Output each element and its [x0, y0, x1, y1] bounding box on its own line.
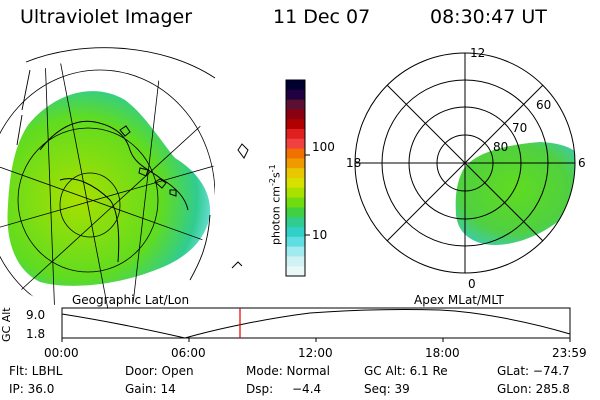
status-glat: GLat: −74.7 [497, 364, 570, 378]
geographic-image [0, 47, 249, 310]
colorbar-swatch [286, 109, 305, 120]
altitude-xtick-3: 18:00 [425, 346, 460, 360]
colorbar-swatch [286, 246, 305, 257]
instrument-title: Ultraviolet Imager [20, 6, 193, 28]
altitude-ylabel: GC Alt [0, 307, 13, 342]
status-seq: Seq: 39 [364, 382, 410, 396]
colorbar-swatch [286, 158, 305, 169]
colorbar-swatch [286, 197, 305, 208]
colorbar-swatch [286, 217, 305, 228]
colorbar-frame [285, 79, 306, 277]
colorbar-unit-label: photon cm-2s-1 [268, 164, 283, 245]
colorbar-swatch [286, 207, 305, 218]
colorbar-tick-100: 100 [312, 140, 335, 154]
status-gain: Gain: 14 [125, 382, 176, 396]
altitude-curve [61, 309, 571, 339]
altitude-plot [61, 307, 571, 342]
colorbar-swatch [286, 138, 305, 150]
status-dsp-value: −4.4 [292, 382, 322, 396]
polar-grid [354, 52, 576, 274]
altitude-ytick-bottom: 1.8 [26, 327, 46, 341]
status-filter: Flt: LBHL [9, 364, 63, 378]
colorbar-swatch [286, 148, 305, 159]
polar-aurora-region [455, 142, 575, 245]
coastline-continent [39, 120, 189, 263]
status-gc-alt: GC Alt: 6.1 Re [364, 364, 448, 378]
mlat-label-70: 70 [512, 121, 528, 135]
altitude-xtick-2: 12:00 [298, 346, 333, 360]
polar-panel-label: Apex MLat/MLT [414, 293, 504, 307]
mlt-label-18: 18 [346, 156, 362, 170]
status-dsp-label: Dsp: [246, 382, 274, 396]
mlat-label-80: 80 [493, 140, 509, 154]
status-glon: GLon: 285.8 [497, 382, 570, 396]
colorbar-swatch [286, 119, 305, 130]
altitude-xtick-1: 06:00 [171, 346, 206, 360]
intensity-colorbar [285, 79, 306, 277]
colorbar-tick-10: 10 [312, 228, 328, 242]
mlat-label-60: 60 [536, 98, 552, 112]
colorbar-swatch [286, 80, 305, 91]
colorbar-swatch [286, 266, 305, 277]
aurora-emission-region [7, 91, 211, 286]
mlt-label-6: 6 [578, 156, 586, 170]
altitude-xtick-4: 23:59 [552, 346, 587, 360]
colorbar-swatch [286, 178, 305, 189]
mlt-label-12: 12 [470, 46, 486, 60]
altitude-ytick-top: 9.0 [26, 308, 46, 322]
status-mode: Mode: Normal [246, 364, 330, 378]
colorbar-swatch [286, 227, 305, 238]
geo-panel-label: Geographic Lat/Lon [72, 293, 190, 307]
colorbar-swatch [286, 168, 305, 179]
status-door: Door: Open [125, 364, 194, 378]
colorbar-swatch [286, 256, 305, 267]
altitude-xtick-0: 00:00 [44, 346, 79, 360]
observation-time: 08:30:47 UT [430, 6, 547, 28]
observation-date: 11 Dec 07 [273, 6, 371, 28]
polar-image [354, 52, 576, 274]
colorbar-swatch [286, 89, 305, 101]
colorbar-swatch [286, 236, 305, 248]
colorbar-swatch [286, 129, 305, 140]
colorbar-ticks [305, 154, 310, 236]
colorbar-swatch [286, 99, 305, 110]
altitude-xticks [61, 338, 571, 342]
mlt-label-0: 0 [468, 277, 476, 291]
colorbar-swatch [286, 187, 305, 199]
status-ip: IP: 36.0 [9, 382, 55, 396]
geo-graticule [0, 60, 215, 310]
